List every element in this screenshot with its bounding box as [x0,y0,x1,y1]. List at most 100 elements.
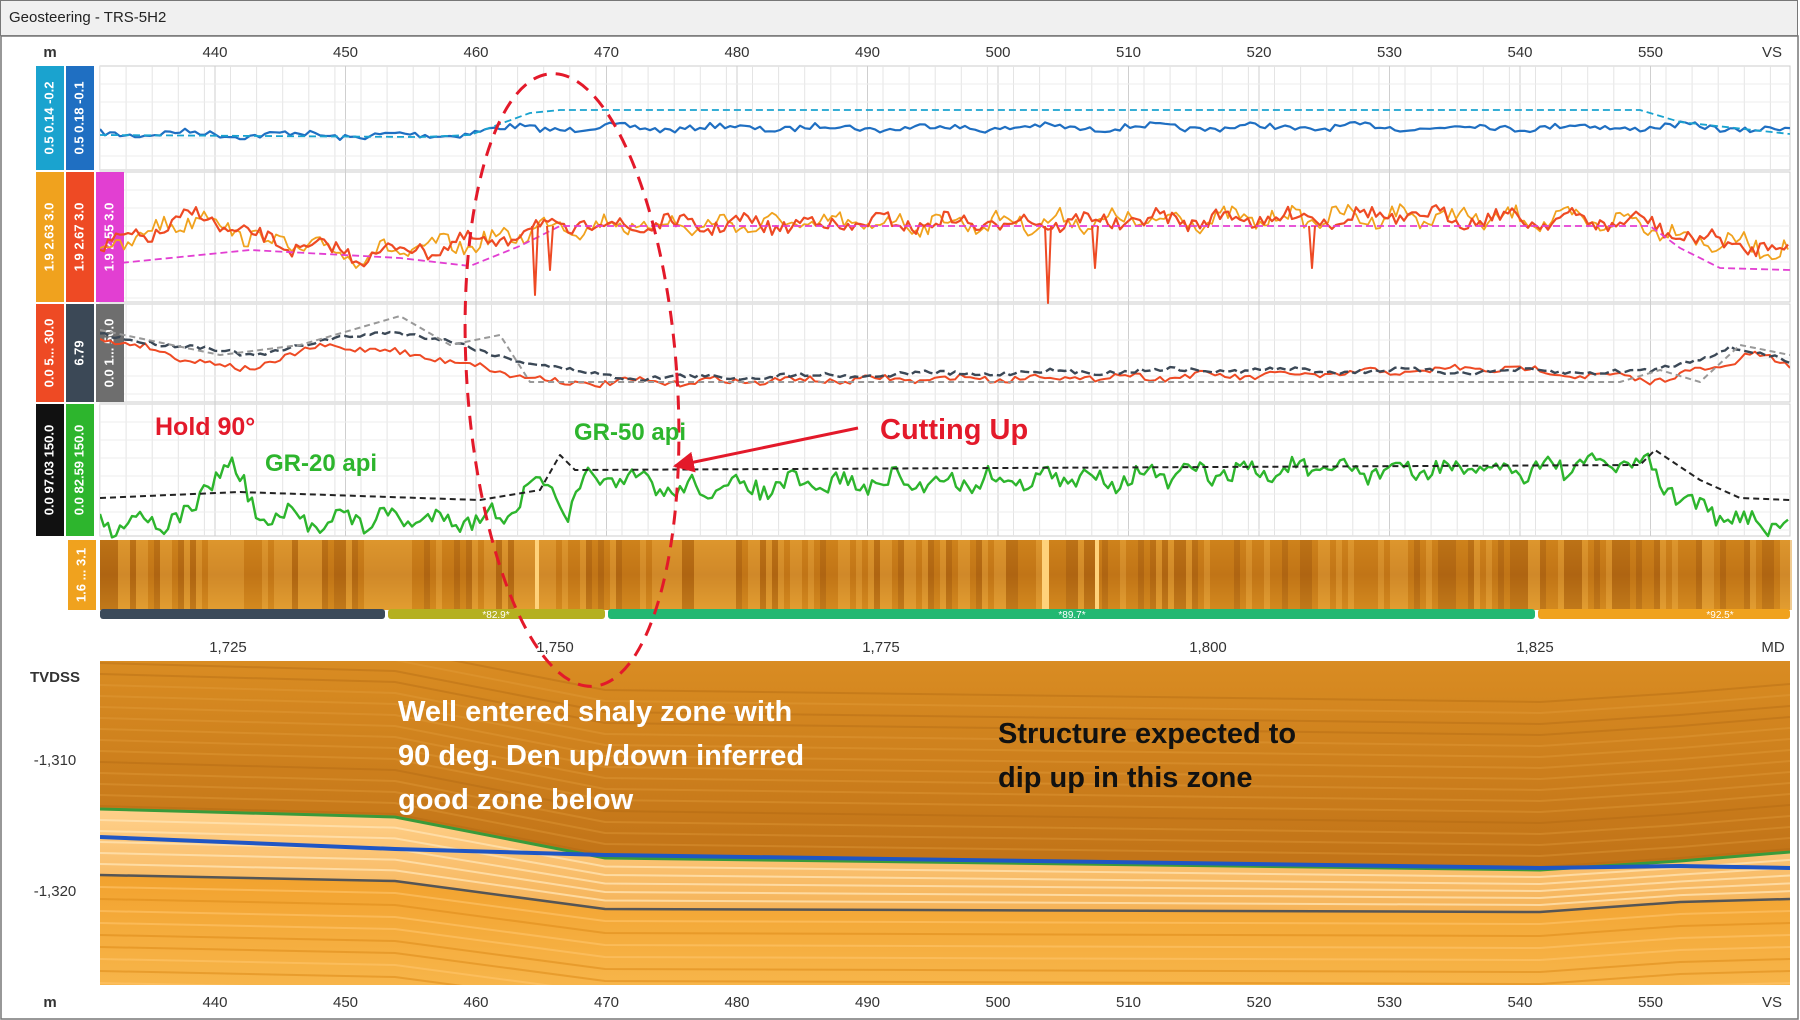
dip-segment [1538,609,1790,619]
scale-bar-track2 [36,172,64,302]
shale-lamination-line [394,661,1790,715]
image-log-stripe [1048,540,1054,610]
image-log-stripe [526,540,532,610]
log-curves [100,109,1790,539]
density-curve-red [100,204,1789,268]
track-1-resistivity[interactable] [99,65,1791,171]
image-log-stripe [706,540,712,610]
image-log-stripe [1552,540,1558,610]
bottom-tick-label: 490 [855,994,880,1011]
image-log-stripe [1072,540,1078,610]
track-5-image-log[interactable] [100,540,1792,610]
image-log-stripe [1060,540,1066,610]
image-log-stripe [1228,540,1234,610]
image-log-stripe [1234,540,1240,610]
image-log-stripe [832,540,838,610]
structure-line-2: dip up in this zone [998,762,1253,794]
bottom-tick-label: 440 [202,994,227,1011]
gr-20-annotation: GR-20 api [265,450,377,477]
porosity-curve-dark [100,330,1790,382]
image-log-stripe [1396,540,1402,610]
image-log-stripe [1216,540,1222,610]
md-tick-label: 1,800 [1189,639,1227,656]
scale-bar-track2 [96,172,124,302]
cutting-up-annotation: Cutting Up [880,414,1028,446]
image-log-stripe [292,540,298,610]
image-log-stripe [664,540,670,610]
image-log-stripe [232,540,238,610]
image-log-stripe [1414,540,1420,610]
image-log-stripe [1390,540,1396,610]
image-log-stripe [130,540,136,610]
shale-lamination [100,661,1790,869]
shale-lamination-line [100,761,1790,825]
track-4-gamma-ray[interactable] [99,403,1791,537]
image-log-stripe [478,540,484,610]
resistivity-deep-curve [100,120,1790,141]
shale-lamination-line [100,783,1790,847]
wellbore-trajectory [100,835,1790,871]
lower-lamination-line [100,958,1790,985]
image-log-stripe [802,540,808,610]
image-log-stripe [754,540,760,610]
image-log-stripe [1102,540,1108,610]
top-tick-label: 550 [1638,44,1663,61]
image-log-stripe [694,540,700,610]
image-log-stripe [1210,540,1216,610]
image-log-stripe [286,540,292,610]
cutting-up-arrow [672,426,859,473]
image-log-stripe [346,540,352,610]
window-title: Geosteering - TRS-5H2 [9,9,167,26]
md-axis-end-label: MD [1761,639,1784,656]
image-log-stripe [1108,540,1114,610]
image-log-stripe [1198,540,1204,610]
image-log-stripe [190,540,196,610]
image-log-stripe [460,540,466,610]
image-log-stripe [856,540,862,610]
image-log-stripe [376,540,382,610]
image-log-stripe [184,540,190,610]
sand-lamination-line [100,852,1790,900]
image-log-stripe [1114,540,1120,610]
image-log-stripe [1786,540,1792,610]
image-log-stripe [730,540,736,610]
image-log-stripe [1654,540,1660,610]
track-3-porosity[interactable] [99,303,1791,403]
top-tick-label: 440 [202,44,227,61]
image-log-stripe [952,540,958,610]
image-log-stripe [1480,540,1486,610]
image-log-stripe [1570,540,1576,610]
image-log-stripe [1378,540,1384,610]
image-log-stripe [370,540,376,610]
image-log-stripe [1018,540,1024,610]
shale-lamination-line [100,662,1790,726]
porosity-curve-red [100,338,1790,389]
image-log-stripe [1222,540,1228,610]
image-log-stripe [898,540,904,610]
shale-lamination-line [100,728,1790,792]
track-2-density[interactable] [99,171,1791,303]
shale-lamination-line [100,684,1790,748]
structural-cross-section[interactable]: TVDSS -1,310 -1,320 [30,641,1790,1020]
image-log-stripe [928,540,934,610]
image-log-stripe [1336,540,1342,610]
dip-segment-bar: *82.9* *89.7* *92.5* [100,609,1790,621]
image-log-stripe [1510,540,1516,610]
image-log-stripe [1240,540,1246,610]
shale-lamination-line [451,661,1790,704]
image-log-stripe [1312,540,1318,610]
tvdss-tick-1310: -1,310 [34,752,77,769]
image-log-stripe [124,540,130,610]
image-log-stripe [820,540,826,610]
scale-bar-track1 [66,66,94,170]
image-log-stripe [1294,540,1300,610]
image-log-stripe [442,540,448,610]
scale-bar-track2 [66,172,94,302]
bottom-tick-label: 480 [724,994,749,1011]
image-log-stripe [628,540,634,610]
scale-bar-track1 [36,66,64,170]
image-log-stripe [862,540,868,610]
image-log-stripe [880,540,886,610]
image-log-stripe [1354,540,1360,610]
